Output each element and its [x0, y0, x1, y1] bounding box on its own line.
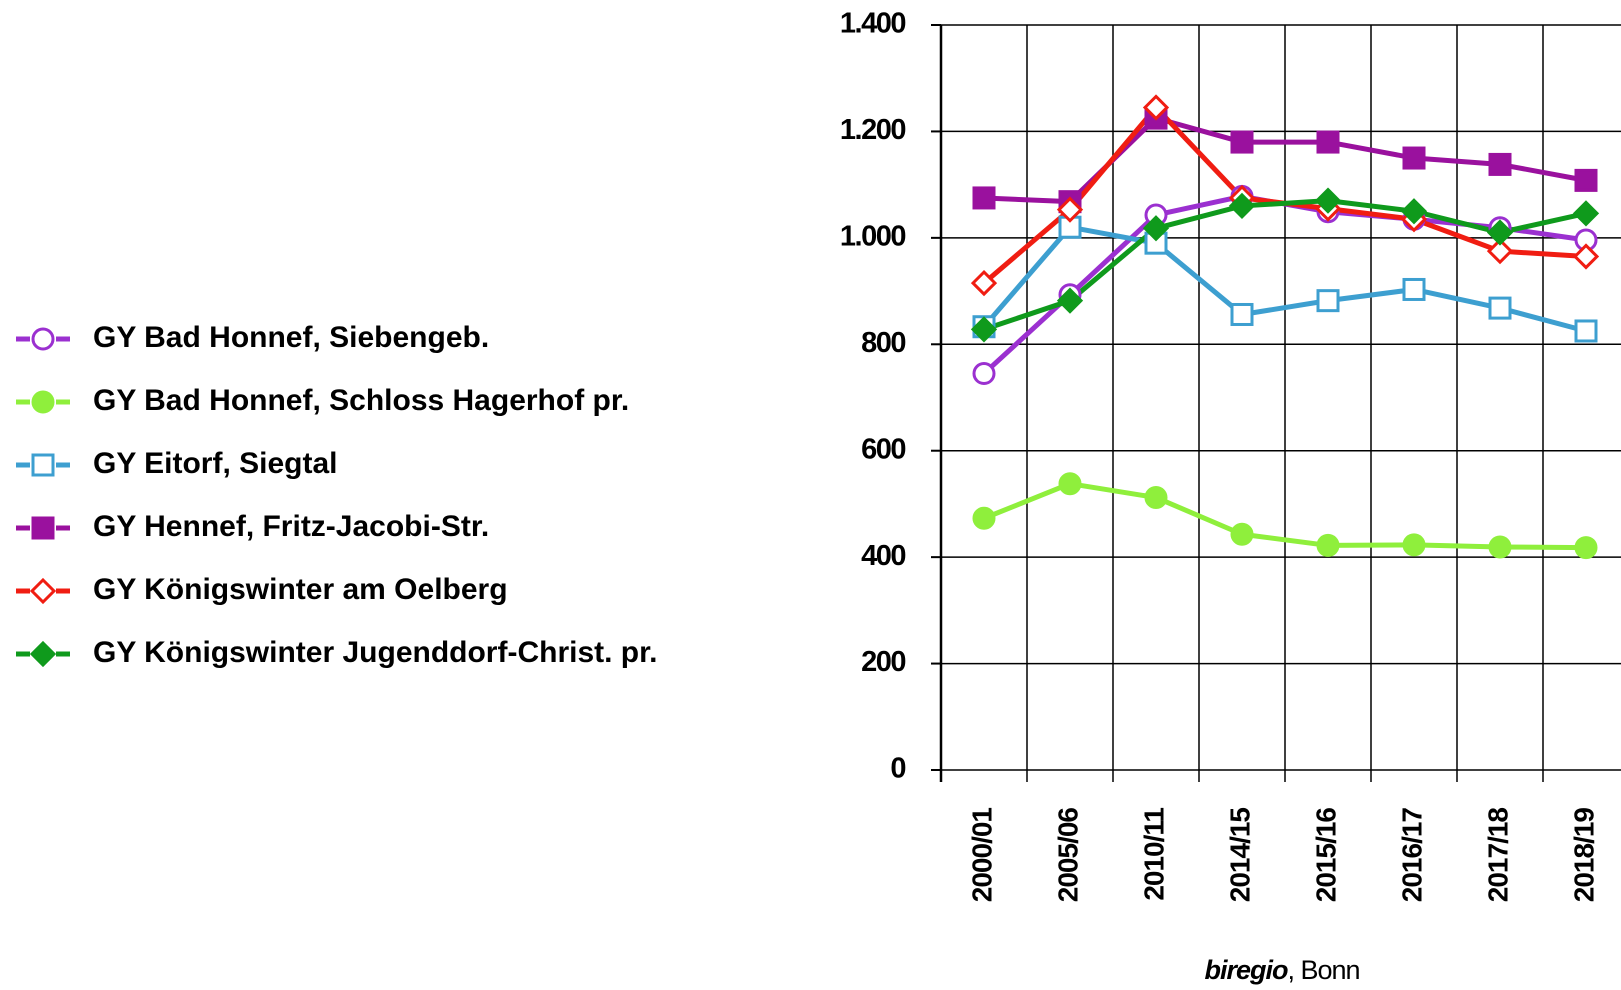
x-tick-label: 2015/16: [1310, 808, 1341, 903]
legend-label: GY Hennef, Fritz-Jacobi-Str.: [93, 510, 489, 543]
marker: [972, 186, 996, 210]
y-tick-label: 800: [861, 327, 905, 359]
x-tick-label: 2010/11: [1138, 808, 1169, 901]
marker: [1314, 187, 1342, 214]
marker: [1486, 238, 1514, 265]
x-tick-label: 2005/06: [1052, 808, 1083, 903]
marker: [1402, 146, 1426, 170]
y-tick-label: 1.200: [840, 114, 905, 146]
legend-marker: [31, 327, 55, 351]
y-tick-label: 1.000: [840, 221, 905, 253]
legend-label: GY Bad Honnef, Schloss Hagerhof pr.: [93, 384, 629, 417]
legend-marker: [29, 640, 57, 668]
series-line: [982, 224, 1587, 334]
marker: [970, 316, 998, 343]
marker: [1572, 200, 1600, 227]
marker: [1574, 536, 1598, 560]
x-tick-label: 2018/19: [1568, 808, 1599, 903]
y-tick-label: 0: [890, 753, 905, 785]
marker: [1574, 168, 1598, 192]
source: , Bonn: [1287, 955, 1359, 985]
marker: [1572, 243, 1600, 270]
legend-marker: [31, 453, 55, 477]
marker: [1402, 277, 1426, 301]
marker: [1488, 535, 1512, 559]
marker: [1142, 215, 1170, 242]
marker: [1574, 319, 1598, 343]
marker: [1228, 192, 1256, 220]
legend-marker: [31, 390, 55, 414]
legend-marker: [31, 516, 55, 540]
marker: [1400, 198, 1428, 225]
marker: [1144, 486, 1168, 510]
marker: [970, 269, 998, 297]
legend-marker: [29, 577, 57, 605]
marker: [1316, 533, 1340, 557]
y-tick-label: 1.400: [840, 8, 905, 40]
legend-label: GY Bad Honnef, Siebengeb.: [93, 321, 489, 354]
y-tick-label: 400: [861, 540, 905, 572]
series-line: [983, 198, 1587, 332]
marker: [1142, 94, 1170, 121]
marker: [1316, 130, 1340, 154]
marker: [1230, 302, 1254, 326]
marker: [1488, 296, 1512, 320]
legend-label: GY Königswinter Jugenddorf-Christ. pr.: [93, 636, 657, 669]
marker: [1056, 287, 1084, 314]
marker: [1486, 219, 1514, 246]
series-line: [983, 481, 1587, 551]
marker: [1488, 152, 1512, 176]
marker: [1402, 533, 1426, 557]
series-line: [983, 115, 1587, 205]
marker: [1230, 522, 1254, 546]
marker: [972, 506, 996, 530]
marker: [1316, 289, 1340, 313]
source-note: biregio, Bonn: [1204, 955, 1359, 985]
legend-label: GY Königswinter am Oelberg: [93, 573, 508, 606]
y-tick-label: 600: [861, 433, 905, 465]
marker: [1058, 472, 1082, 496]
legend-label: GY Eitorf, Siegtal: [93, 447, 338, 480]
x-tick-label: 2000/01: [966, 808, 997, 903]
marker: [1056, 196, 1084, 223]
x-tick-label: 2014/15: [1224, 808, 1255, 903]
y-tick-label: 200: [861, 646, 905, 678]
x-tick-label: 2016/17: [1396, 808, 1427, 903]
x-tick-label: 2017/18: [1482, 808, 1513, 903]
marker: [1230, 130, 1254, 154]
source-italic: biregio: [1204, 955, 1288, 985]
marker: [972, 362, 996, 386]
